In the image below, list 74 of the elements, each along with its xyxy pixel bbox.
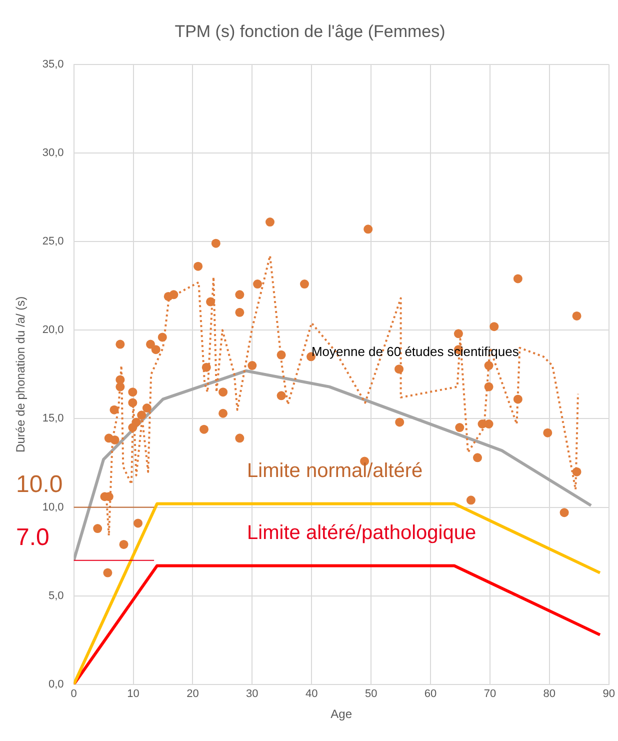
point xyxy=(248,361,257,370)
ref-line-label: 10.0 xyxy=(16,470,63,498)
y-tick-label: 20,0 xyxy=(42,324,64,336)
point xyxy=(395,418,404,427)
point xyxy=(202,362,211,372)
y-axis-title: Durée de phonation du /a/ (s) xyxy=(14,296,28,452)
point xyxy=(300,280,309,289)
point xyxy=(194,262,203,271)
point xyxy=(235,308,244,317)
x-tick-label: 50 xyxy=(364,688,378,700)
x-tick-label: 40 xyxy=(305,688,318,700)
point xyxy=(128,388,138,397)
x-tick-label: 30 xyxy=(246,688,258,700)
ref-line-label: 7.0 xyxy=(16,524,50,552)
point xyxy=(364,224,373,234)
point xyxy=(472,453,482,462)
point xyxy=(158,332,167,342)
point xyxy=(132,418,141,427)
annotation: Limite normal/altéré xyxy=(247,460,423,482)
point xyxy=(110,435,120,444)
y-tick-label: 10,0 xyxy=(42,501,64,514)
y-tick-label: 25,0 xyxy=(42,236,64,248)
point xyxy=(484,361,494,370)
point xyxy=(276,350,286,360)
point xyxy=(119,540,128,549)
point xyxy=(235,434,244,443)
point xyxy=(206,297,216,306)
point xyxy=(128,398,138,408)
y-tick-label: 35,0 xyxy=(42,58,64,70)
x-tick-label: 20 xyxy=(186,688,199,700)
x-axis-title: Age xyxy=(330,707,352,722)
point xyxy=(218,408,228,418)
point xyxy=(466,496,476,505)
x-tick-label: 60 xyxy=(424,688,437,700)
y-tick-label: 30,0 xyxy=(42,147,64,160)
point xyxy=(572,311,582,320)
point xyxy=(137,410,146,420)
point xyxy=(454,329,463,338)
annotation: Limite altéré/pathologique xyxy=(247,522,476,544)
x-tick-label: 10 xyxy=(127,688,140,700)
point xyxy=(116,340,125,349)
point xyxy=(235,290,244,300)
point xyxy=(394,364,404,374)
point xyxy=(513,274,522,284)
point xyxy=(93,524,102,534)
chart-title: TPM (s) fonction de l'âge (Femmes) xyxy=(174,22,446,41)
point xyxy=(211,238,220,248)
point xyxy=(110,405,119,414)
point xyxy=(266,218,275,227)
point xyxy=(560,508,569,518)
point xyxy=(513,394,522,404)
x-tick-label: 80 xyxy=(543,688,556,700)
point xyxy=(484,382,494,392)
point xyxy=(169,290,178,300)
point xyxy=(151,345,160,354)
point xyxy=(200,424,209,434)
point xyxy=(253,280,262,289)
point xyxy=(543,428,552,438)
y-tick-label: 0,0 xyxy=(48,678,64,690)
x-tick-label: 70 xyxy=(484,688,496,700)
point xyxy=(276,391,286,400)
point xyxy=(218,388,228,397)
y-tick-label: 5,0 xyxy=(48,590,64,602)
y-tick-label: 15,0 xyxy=(42,412,64,425)
x-tick-label: 90 xyxy=(602,688,616,700)
x-tick-label: 0 xyxy=(70,688,77,700)
point xyxy=(572,467,582,476)
point xyxy=(146,340,156,349)
point xyxy=(490,322,499,332)
point xyxy=(116,382,125,392)
point xyxy=(134,518,143,528)
point xyxy=(142,404,152,413)
point xyxy=(103,568,112,578)
point xyxy=(455,423,464,432)
